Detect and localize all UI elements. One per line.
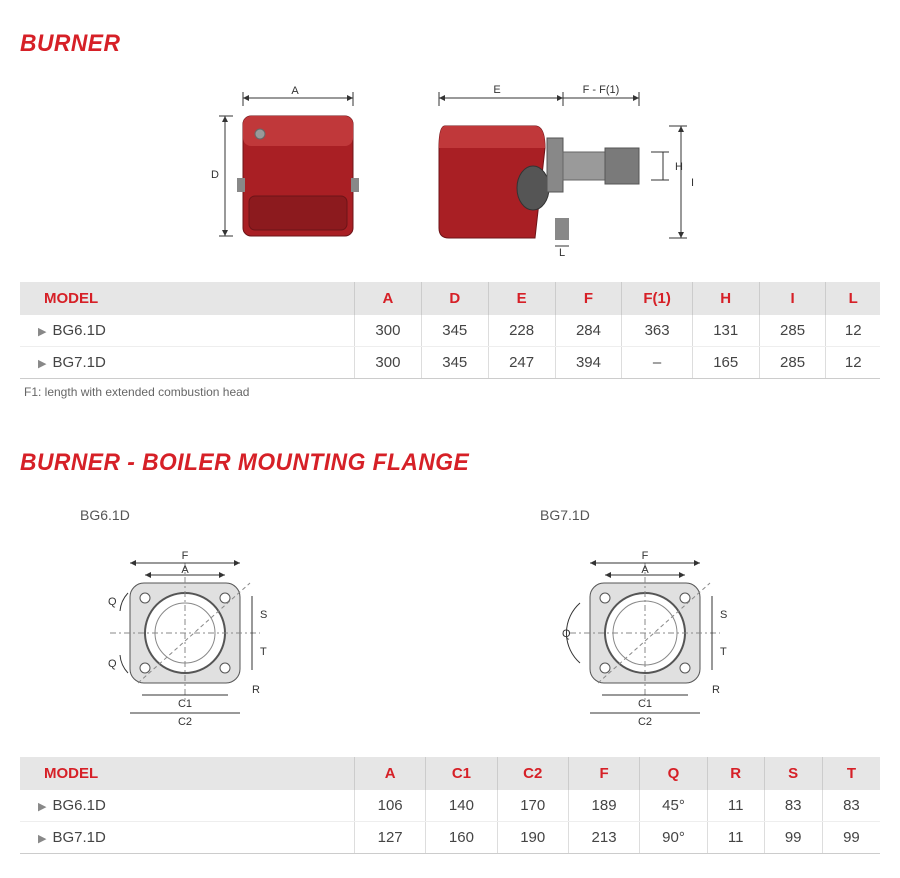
- dim-label-i: I: [691, 177, 694, 189]
- table-header: F(1): [622, 282, 692, 315]
- flange-spec-table: MODELAC1C2FQRST ▶BG6.1D10614017018945°11…: [20, 757, 880, 854]
- svg-text:A: A: [641, 564, 649, 576]
- burner-front-diagram: A D: [185, 78, 385, 258]
- value-cell: 131: [692, 315, 759, 347]
- svg-text:A: A: [181, 564, 189, 576]
- table-header: F: [568, 757, 639, 790]
- value-cell: 247: [488, 347, 555, 379]
- table-row: ▶BG6.1D30034522828436313128512: [20, 315, 880, 347]
- svg-text:R: R: [712, 684, 720, 696]
- svg-text:C2: C2: [178, 716, 192, 728]
- table-header: MODEL: [20, 282, 355, 315]
- table-header: H: [692, 282, 759, 315]
- table-row: ▶BG7.1D300345247394–16528512: [20, 347, 880, 379]
- flange-label-1: BG6.1D: [80, 507, 290, 523]
- value-cell: 99: [764, 822, 822, 854]
- value-cell: 106: [355, 790, 426, 822]
- value-cell: 190: [497, 822, 568, 854]
- svg-text:F: F: [182, 550, 189, 562]
- value-cell: 90°: [640, 822, 708, 854]
- value-cell: 140: [426, 790, 497, 822]
- svg-text:Q: Q: [108, 596, 117, 608]
- value-cell: 11: [707, 790, 764, 822]
- model-cell: ▶BG6.1D: [20, 315, 355, 347]
- table-header: C2: [497, 757, 568, 790]
- value-cell: 83: [822, 790, 880, 822]
- value-cell: 300: [355, 315, 422, 347]
- value-cell: 99: [822, 822, 880, 854]
- dim-label-f: F - F(1): [583, 84, 620, 96]
- value-cell: 127: [355, 822, 426, 854]
- svg-text:S: S: [720, 609, 727, 621]
- value-cell: 228: [488, 315, 555, 347]
- burner-diagrams: A D E F - F(1) H: [20, 78, 880, 258]
- flange-diagram-2: F A S T Q C1 C2 R: [540, 533, 750, 733]
- value-cell: 285: [759, 347, 826, 379]
- dim-label-l: L: [559, 247, 565, 258]
- dim-label-a: A: [291, 85, 299, 97]
- dim-label-h: H: [675, 161, 683, 173]
- value-cell: 12: [826, 347, 880, 379]
- value-cell: 83: [764, 790, 822, 822]
- svg-text:C2: C2: [638, 716, 652, 728]
- value-cell: 170: [497, 790, 568, 822]
- dim-label-d: D: [211, 169, 219, 181]
- svg-text:T: T: [260, 646, 267, 658]
- table-row: ▶BG7.1D12716019021390°119999: [20, 822, 880, 854]
- value-cell: 160: [426, 822, 497, 854]
- value-cell: 394: [555, 347, 622, 379]
- burner-footnote: F1: length with extended combustion head: [24, 385, 880, 399]
- svg-text:F: F: [642, 550, 649, 562]
- dim-label-e: E: [493, 84, 500, 96]
- flange-diagrams: BG6.1D F A S T: [80, 507, 880, 733]
- table-header: L: [826, 282, 880, 315]
- table-header: C1: [426, 757, 497, 790]
- model-cell: ▶BG6.1D: [20, 790, 355, 822]
- table-row: ▶BG6.1D10614017018945°118383: [20, 790, 880, 822]
- value-cell: 213: [568, 822, 639, 854]
- model-cell: ▶BG7.1D: [20, 822, 355, 854]
- section-title-flange: BURNER - BOILER MOUNTING FLANGE: [20, 449, 837, 477]
- model-cell: ▶BG7.1D: [20, 347, 355, 379]
- svg-text:C1: C1: [178, 698, 192, 710]
- svg-text:Q: Q: [108, 658, 117, 670]
- table-header: F: [555, 282, 622, 315]
- burner-side-diagram: E F - F(1) H I L: [425, 78, 715, 258]
- value-cell: 11: [707, 822, 764, 854]
- section-title-burner: BURNER: [20, 30, 837, 58]
- value-cell: 300: [355, 347, 422, 379]
- value-cell: 284: [555, 315, 622, 347]
- table-header: A: [355, 757, 426, 790]
- table-header: E: [488, 282, 555, 315]
- table-header: S: [764, 757, 822, 790]
- burner-spec-table: MODELADEFF(1)HIL ▶BG6.1D3003452282843631…: [20, 282, 880, 379]
- table-header: Q: [640, 757, 708, 790]
- value-cell: 345: [421, 315, 488, 347]
- value-cell: 189: [568, 790, 639, 822]
- value-cell: 285: [759, 315, 826, 347]
- table-header: D: [421, 282, 488, 315]
- svg-text:T: T: [720, 646, 727, 658]
- value-cell: 12: [826, 315, 880, 347]
- flange-diagram-1: F A S T Q Q C1 C2 R: [80, 533, 290, 733]
- table-header: T: [822, 757, 880, 790]
- value-cell: 45°: [640, 790, 708, 822]
- svg-text:R: R: [252, 684, 260, 696]
- table-header: MODEL: [20, 757, 355, 790]
- svg-text:Q: Q: [562, 628, 571, 640]
- value-cell: 165: [692, 347, 759, 379]
- svg-text:C1: C1: [638, 698, 652, 710]
- flange-label-2: BG7.1D: [540, 507, 750, 523]
- value-cell: 345: [421, 347, 488, 379]
- table-header: I: [759, 282, 826, 315]
- table-header: R: [707, 757, 764, 790]
- value-cell: 363: [622, 315, 692, 347]
- table-header: A: [355, 282, 422, 315]
- svg-text:S: S: [260, 609, 267, 621]
- value-cell: –: [622, 347, 692, 379]
